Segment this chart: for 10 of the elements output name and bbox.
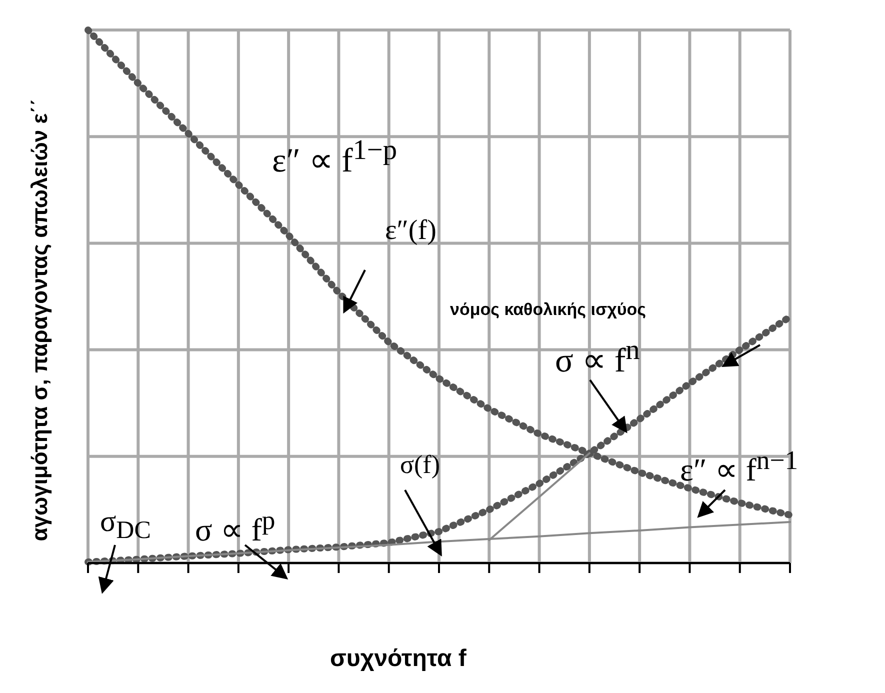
- annotation: ε″ ∝ f$^{n−1}$: [680, 445, 798, 489]
- annotation: σ ∝ f$^{p}$: [195, 505, 276, 549]
- annotation: σ$_{DC}$: [100, 505, 151, 545]
- annotation: ε″(f): [385, 215, 436, 247]
- annotation: σ(f): [400, 450, 440, 480]
- y-axis-title: αγωγιμότητα σ, παραγοντας απωλειών ε΄΄: [27, 98, 53, 542]
- annotation: ε″ ∝ f$^{1−p}$: [272, 135, 398, 180]
- x-axis-title: συχνότητα f: [330, 645, 466, 673]
- annotation: νόμος καθολικής ισχύος: [450, 300, 646, 320]
- annotation: σ ∝ f$^{n}$: [555, 335, 640, 380]
